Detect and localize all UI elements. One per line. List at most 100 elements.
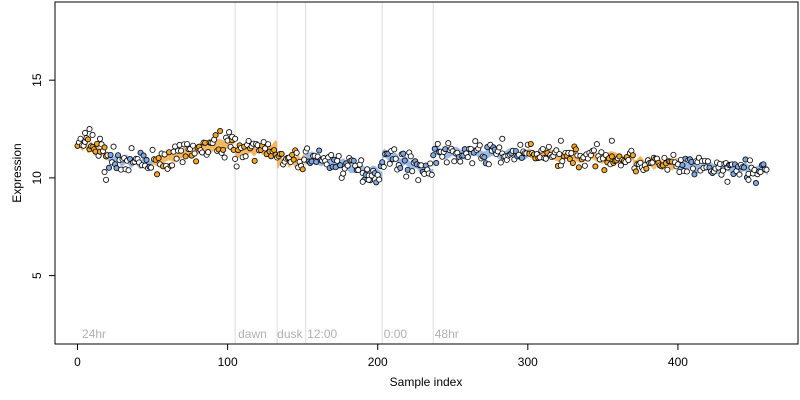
data-point-379 <box>643 165 650 172</box>
data-point-112 <box>242 153 249 160</box>
data-point-362 <box>617 162 624 169</box>
data-point-2 <box>77 135 84 142</box>
data-point-184 <box>350 157 357 164</box>
data-point-193 <box>364 166 371 173</box>
annotation-1: dawn <box>238 327 267 341</box>
data-point-420 <box>704 158 711 165</box>
data-point-7 <box>85 136 92 143</box>
data-point-344 <box>590 147 597 154</box>
data-point-397 <box>670 151 677 158</box>
data-point-295 <box>517 141 524 148</box>
data-point-217 <box>400 150 407 157</box>
data-point-50 <box>149 146 156 153</box>
data-point-211 <box>391 146 398 153</box>
data-point-127 <box>265 141 272 148</box>
data-points <box>74 126 770 187</box>
data-point-136 <box>278 150 285 157</box>
data-point-63 <box>169 162 176 169</box>
data-point-243 <box>439 153 446 160</box>
data-point-53 <box>154 171 161 178</box>
data-point-281 <box>496 144 503 151</box>
data-point-255 <box>457 158 464 165</box>
data-point-101 <box>226 129 233 136</box>
y-axis: 5 10 15 <box>30 73 56 279</box>
data-point-215 <box>397 164 404 171</box>
data-point-448 <box>746 157 753 164</box>
data-point-330 <box>569 159 576 166</box>
data-point-204 <box>380 163 387 170</box>
data-point-92 <box>212 132 219 139</box>
outlier-point-11 <box>557 137 564 144</box>
annotation-5: 48hr <box>435 327 459 341</box>
annotation-4: 0:00 <box>384 327 408 341</box>
annotation-2: dusk <box>277 327 303 341</box>
data-point-271 <box>481 154 488 161</box>
y-axis-title: Expression <box>10 143 24 202</box>
data-point-118 <box>251 157 258 164</box>
outlier-point-8 <box>359 178 366 185</box>
data-point-201 <box>376 176 383 183</box>
data-point-356 <box>608 153 615 160</box>
x-axis: 0 100 200 300 400 <box>74 343 688 369</box>
data-point-338 <box>581 162 588 169</box>
data-point-34 <box>125 167 132 174</box>
data-point-189 <box>358 157 365 164</box>
data-point-391 <box>661 154 668 161</box>
data-point-239 <box>433 160 440 167</box>
data-point-70 <box>179 159 186 166</box>
data-point-106 <box>233 163 240 170</box>
data-point-105 <box>232 155 239 162</box>
outlier-point-10 <box>499 135 506 142</box>
data-point-457 <box>760 161 767 168</box>
data-point-260 <box>464 154 471 161</box>
data-point-323 <box>559 158 566 165</box>
data-point-114 <box>245 137 252 144</box>
y-tick-label-0: 5 <box>30 272 44 279</box>
data-point-222 <box>407 153 414 160</box>
data-point-235 <box>427 160 434 167</box>
data-point-83 <box>199 149 206 156</box>
data-point-21 <box>106 164 113 171</box>
outlier-point-7 <box>232 135 239 142</box>
outlier-point-5 <box>103 176 110 183</box>
annotation-0: 24hr <box>82 327 106 341</box>
data-point-268 <box>476 142 483 149</box>
data-point-146 <box>293 149 300 156</box>
data-point-153 <box>304 145 311 152</box>
data-point-393 <box>664 166 671 173</box>
data-point-177 <box>340 170 347 177</box>
data-point-406 <box>683 168 690 175</box>
data-point-345 <box>592 163 599 170</box>
data-point-218 <box>401 157 408 164</box>
data-point-334 <box>575 164 582 171</box>
outlier-point-14 <box>745 176 752 183</box>
data-point-72 <box>182 153 189 160</box>
data-point-452 <box>752 180 759 187</box>
data-point-46 <box>143 156 150 163</box>
data-point-236 <box>428 171 435 178</box>
data-point-97 <box>220 146 227 153</box>
sample-boundary-lines <box>234 2 434 344</box>
data-point-150 <box>299 166 306 173</box>
data-point-161 <box>316 147 323 154</box>
data-point-24 <box>110 143 117 150</box>
data-point-175 <box>337 162 344 169</box>
data-point-219 <box>403 173 410 180</box>
annotation-3: 12:00 <box>307 327 337 341</box>
data-point-441 <box>736 171 743 178</box>
outlier-point-1 <box>86 126 93 133</box>
data-point-144 <box>290 156 297 163</box>
data-point-238 <box>431 145 438 152</box>
data-point-69 <box>178 147 185 154</box>
outlier-point-2 <box>89 131 96 138</box>
data-point-240 <box>434 140 441 147</box>
data-point-251 <box>451 158 458 165</box>
annotations: 24hr dawn dusk 12:00 0:00 48hr <box>82 327 459 341</box>
data-point-444 <box>740 164 747 171</box>
data-point-125 <box>262 145 269 152</box>
y-tick-label-1: 10 <box>30 171 44 185</box>
data-point-459 <box>763 166 770 173</box>
outlier-point-9 <box>365 176 372 183</box>
outlier-point-12 <box>608 137 615 144</box>
